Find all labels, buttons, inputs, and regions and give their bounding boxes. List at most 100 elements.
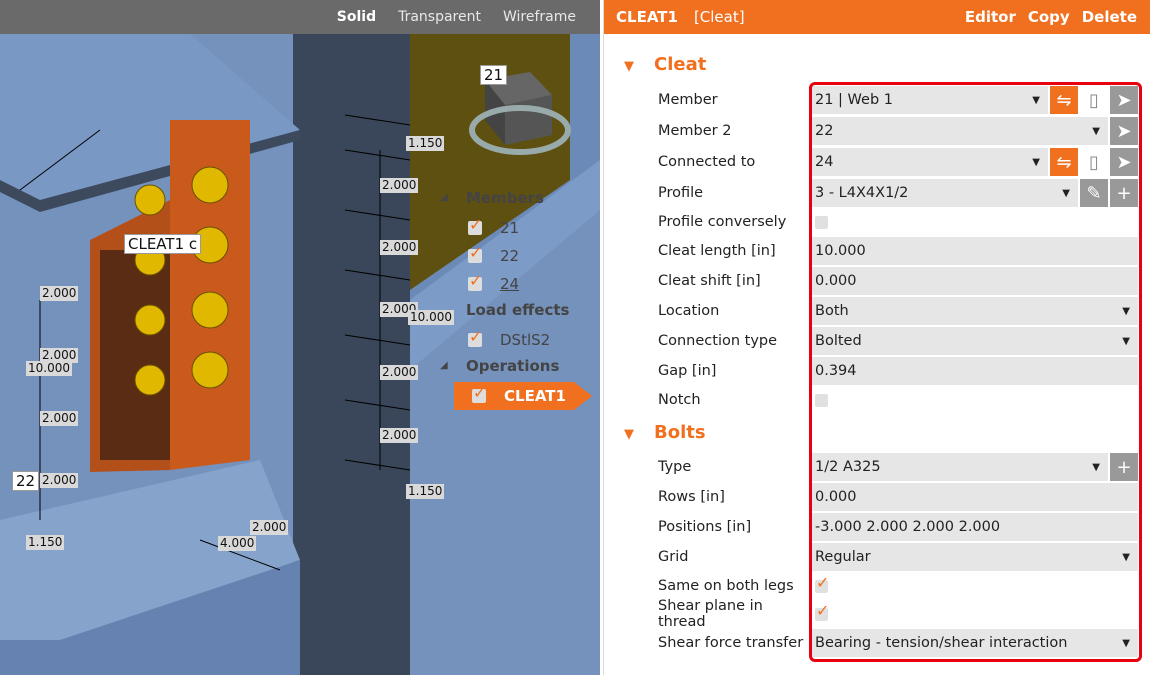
property-input[interactable]: 0.000 [809,267,1138,295]
dimension-label: 10.000 [26,361,72,376]
checkbox[interactable] [472,383,486,403]
property-input[interactable]: -3.000 2.000 2.000 2.000 [809,513,1138,541]
chevron-down-icon: ▼ [1122,551,1130,563]
checkbox[interactable] [468,243,482,263]
property-dropdown[interactable]: 3 - L4X4X1/2 ▼ [809,179,1078,207]
property-value: 1/2 A325 [815,459,881,475]
property-row: Positions [in] -3.000 2.000 2.000 2.000 [658,513,1138,541]
cleat-tag: CLEAT1 c [124,234,202,254]
property-label: Type [658,459,692,475]
property-row: Type 1/2 A325 ▼ + [658,453,1138,481]
property-row: Connected to 24 ▼ ⇋ ▯ ➤ [658,148,1138,176]
property-row: Shear plane in thread [658,598,1138,630]
property-value: 22 [815,123,834,139]
property-row: Connection type Bolted ▼ [658,327,1138,355]
tree-member-22[interactable]: 22 [440,242,600,270]
chevron-down-icon: ▼ [1122,335,1130,347]
property-checkbox[interactable] [815,601,829,621]
dimension-label: 2.000 [250,520,289,535]
checkbox[interactable] [468,215,482,235]
edit-pencil-icon[interactable]: ✎ [1080,179,1108,207]
property-label: Member [658,92,718,108]
chevron-down-icon: ▼ [1092,461,1100,473]
property-label: Profile conversely [658,214,787,230]
column-section-icon[interactable]: ▯ [1080,148,1108,176]
dimension-label: 2.000 [380,428,419,443]
checkbox[interactable] [468,271,482,291]
property-dropdown[interactable]: Bolted ▼ [809,327,1138,355]
property-dropdown[interactable]: 1/2 A325 ▼ [809,453,1108,481]
property-label: Grid [658,549,689,565]
property-dropdown[interactable]: Bearing - tension/shear interaction ▼ [809,629,1138,657]
checkbox[interactable] [468,327,482,347]
cut-member-icon[interactable]: ⇋ [1050,86,1078,114]
tree-member-24[interactable]: 24 [440,270,600,298]
property-dropdown[interactable]: Regular ▼ [809,543,1138,571]
tree-operation-cleat1[interactable]: CLEAT1 [454,382,592,410]
property-label: Location [658,303,720,319]
tree-member-21[interactable]: 21 [440,214,600,242]
property-input[interactable]: 10.000 [809,237,1138,265]
panel-header: CLEAT1 [Cleat] Editor Copy Delete [604,0,1150,34]
wireframe-mode-button[interactable]: Wireframe [502,9,576,25]
properties-panel: CLEAT1 [Cleat] Editor Copy Delete ▼ Cleat… [603,0,1150,675]
property-checkbox[interactable] [815,573,829,593]
bolts-section-header[interactable]: ▼ Bolts [624,422,706,443]
property-value: Regular [815,549,871,565]
dimension-label: 2.000 [40,348,79,363]
delete-button[interactable]: Delete [1081,8,1137,26]
property-label: Shear force transfer [658,635,804,651]
property-checkbox[interactable] [815,393,828,407]
column-section-icon[interactable]: ▯ [1080,86,1108,114]
3d-viewport[interactable]: Solid Transparent Wireframe 1.150 2.000 … [0,0,600,675]
dimension-label: 2.000 [40,411,79,426]
chevron-down-icon: ▼ [1122,305,1130,317]
chevron-down-icon: ▼ [1032,156,1040,168]
copy-button[interactable]: Copy [1027,8,1070,26]
property-label: Rows [in] [658,489,725,505]
tree-load-dstls2[interactable]: DStlS2 [440,326,600,354]
chevron-down-icon: ▼ [1062,187,1070,199]
solid-mode-button[interactable]: Solid [336,9,377,25]
property-dropdown[interactable]: 24 ▼ [809,148,1048,176]
property-label: Member 2 [658,123,732,139]
3d-model[interactable] [0,0,600,675]
property-label: Connection type [658,333,778,349]
pick-cursor-icon[interactable]: ➤ [1110,148,1138,176]
tree-members-header[interactable]: ◢ Members [440,189,544,207]
chevron-down-icon: ▼ [1122,637,1130,649]
property-checkbox[interactable] [815,215,828,229]
property-row: Profile conversely [658,208,1138,236]
chevron-down-icon: ▼ [1092,125,1100,137]
property-dropdown[interactable]: Both ▼ [809,297,1138,325]
property-row: Shear force transfer Bearing - tension/sh… [658,629,1138,657]
property-input[interactable]: 0.000 [809,483,1138,511]
property-dropdown[interactable]: 22 ▼ [809,117,1108,145]
transparent-mode-button[interactable]: Transparent [398,9,481,25]
dimension-label: 2.000 [40,473,79,488]
property-value: Both [815,303,849,319]
cleat-section-header[interactable]: ▼ Cleat [624,54,707,75]
property-row: Location Both ▼ [658,297,1138,325]
property-row: Same on both legs [658,572,1138,600]
property-label: Same on both legs [658,578,794,594]
editor-button[interactable]: Editor [964,8,1016,26]
tree-operations-header[interactable]: ◢ Operations [440,357,560,375]
model-tree: ◢Members 21 22 24 Load effects DStlS2 ◢O… [440,186,600,410]
property-label: Shear plane in thread [658,598,763,630]
add-plus-icon[interactable]: + [1110,453,1138,481]
property-input[interactable]: 0.394 [809,357,1138,385]
pick-cursor-icon[interactable]: ➤ [1110,86,1138,114]
property-value: 3 - L4X4X1/2 [815,185,909,201]
dimension-label: 2.000 [40,286,79,301]
operation-title: CLEAT1 [616,8,678,26]
add-plus-icon[interactable]: + [1110,179,1138,207]
tree-load-effects-header[interactable]: Load effects [466,301,570,319]
dimension-label: 2.000 [380,365,419,380]
property-dropdown[interactable]: 21 | Web 1 ▼ [809,86,1048,114]
property-value: 21 | Web 1 [815,92,894,108]
property-row: Profile 3 - L4X4X1/2 ▼ ✎ + [658,179,1138,207]
dimension-label: 1.150 [406,484,445,499]
cut-member-icon[interactable]: ⇋ [1050,148,1078,176]
pick-cursor-icon[interactable]: ➤ [1110,117,1138,145]
